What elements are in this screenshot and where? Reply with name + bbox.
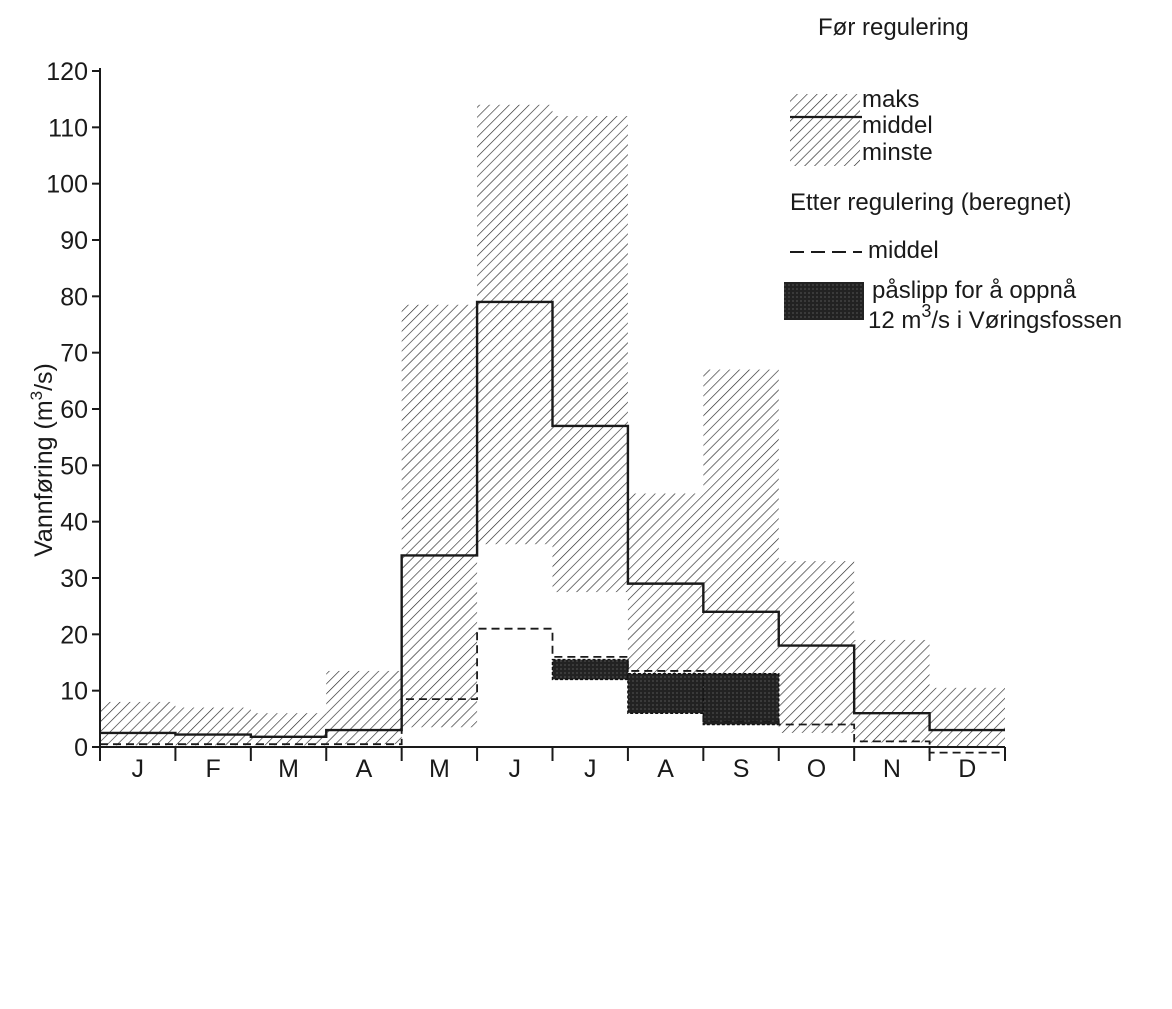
range-band-8: [627, 493, 704, 677]
y-axis-title: Vannføring (m3/s): [27, 363, 58, 557]
y-tick-label-70: 70: [60, 340, 88, 368]
range-band-1: [100, 701, 176, 746]
release-block-9: [702, 673, 780, 726]
month-label-1: J: [131, 755, 144, 783]
legend-after-heading: Etter regulering (beregnet): [790, 189, 1071, 216]
series-line-mean-before: [100, 300, 1005, 739]
y-tick-label-80: 80: [60, 283, 88, 311]
release-blocks: [551, 658, 780, 726]
y-tick-label-90: 90: [60, 227, 88, 255]
legend-release-line2: 12 m3/s i Vøringsfossen: [868, 301, 1122, 334]
range-band-5: [401, 304, 478, 728]
y-tick-label-100: 100: [46, 171, 88, 199]
legend-after-mean: middel: [868, 237, 939, 264]
legend: Før regulering maks middel minste Etter …: [784, 14, 1122, 334]
range-band-12: [929, 687, 1005, 747]
range-band-6: [477, 104, 553, 545]
month-label-8: A: [657, 755, 674, 783]
y-tick-label-60: 60: [60, 396, 88, 424]
month-label-11: N: [883, 755, 901, 783]
month-label-4: A: [356, 755, 373, 783]
legend-release-line1: påslipp for å oppnå: [872, 277, 1077, 304]
range-band-4: [326, 670, 402, 745]
month-label-5: M: [429, 755, 450, 783]
range-band-11: [854, 639, 930, 743]
y-tick-label-120: 120: [46, 58, 88, 86]
y-tick-label-10: 10: [60, 678, 88, 706]
legend-before-heading: Før regulering: [818, 14, 969, 41]
release-block-8: [627, 673, 705, 714]
range-bands: [100, 104, 1005, 747]
month-label-7: J: [584, 755, 597, 783]
month-label-2: F: [205, 755, 220, 783]
range-band-10: [778, 561, 855, 733]
month-label-3: M: [278, 755, 299, 783]
y-tick-label-50: 50: [60, 452, 88, 480]
y-tick-label-30: 30: [60, 565, 88, 593]
legend-item-min: minste: [862, 139, 933, 166]
y-tick-label-20: 20: [60, 621, 88, 649]
legend-item-mean: middel: [862, 112, 933, 139]
range-band-9: [703, 369, 779, 708]
month-label-9: S: [733, 755, 750, 783]
range-band-7: [552, 116, 628, 593]
y-tick-label-40: 40: [60, 509, 88, 537]
series-line-mean-after: [100, 627, 1005, 754]
legend-release-swatch: [784, 282, 864, 320]
month-label-6: J: [509, 755, 522, 783]
series-lines: [100, 300, 1005, 754]
y-tick-label-0: 0: [74, 734, 88, 762]
range-band-2: [175, 707, 251, 746]
month-label-10: O: [807, 755, 826, 783]
y-tick-label-110: 110: [48, 114, 88, 142]
release-block-7: [551, 658, 629, 681]
legend-item-max: maks: [862, 86, 919, 113]
range-band-3: [250, 713, 327, 746]
legend-hatch-swatch: [790, 94, 860, 166]
month-label-12: D: [958, 755, 976, 783]
axes: 0 10 20 30 40 50 60 70 80 90 100 110 120 J F M A M J J A S O N D: [46, 58, 1006, 783]
